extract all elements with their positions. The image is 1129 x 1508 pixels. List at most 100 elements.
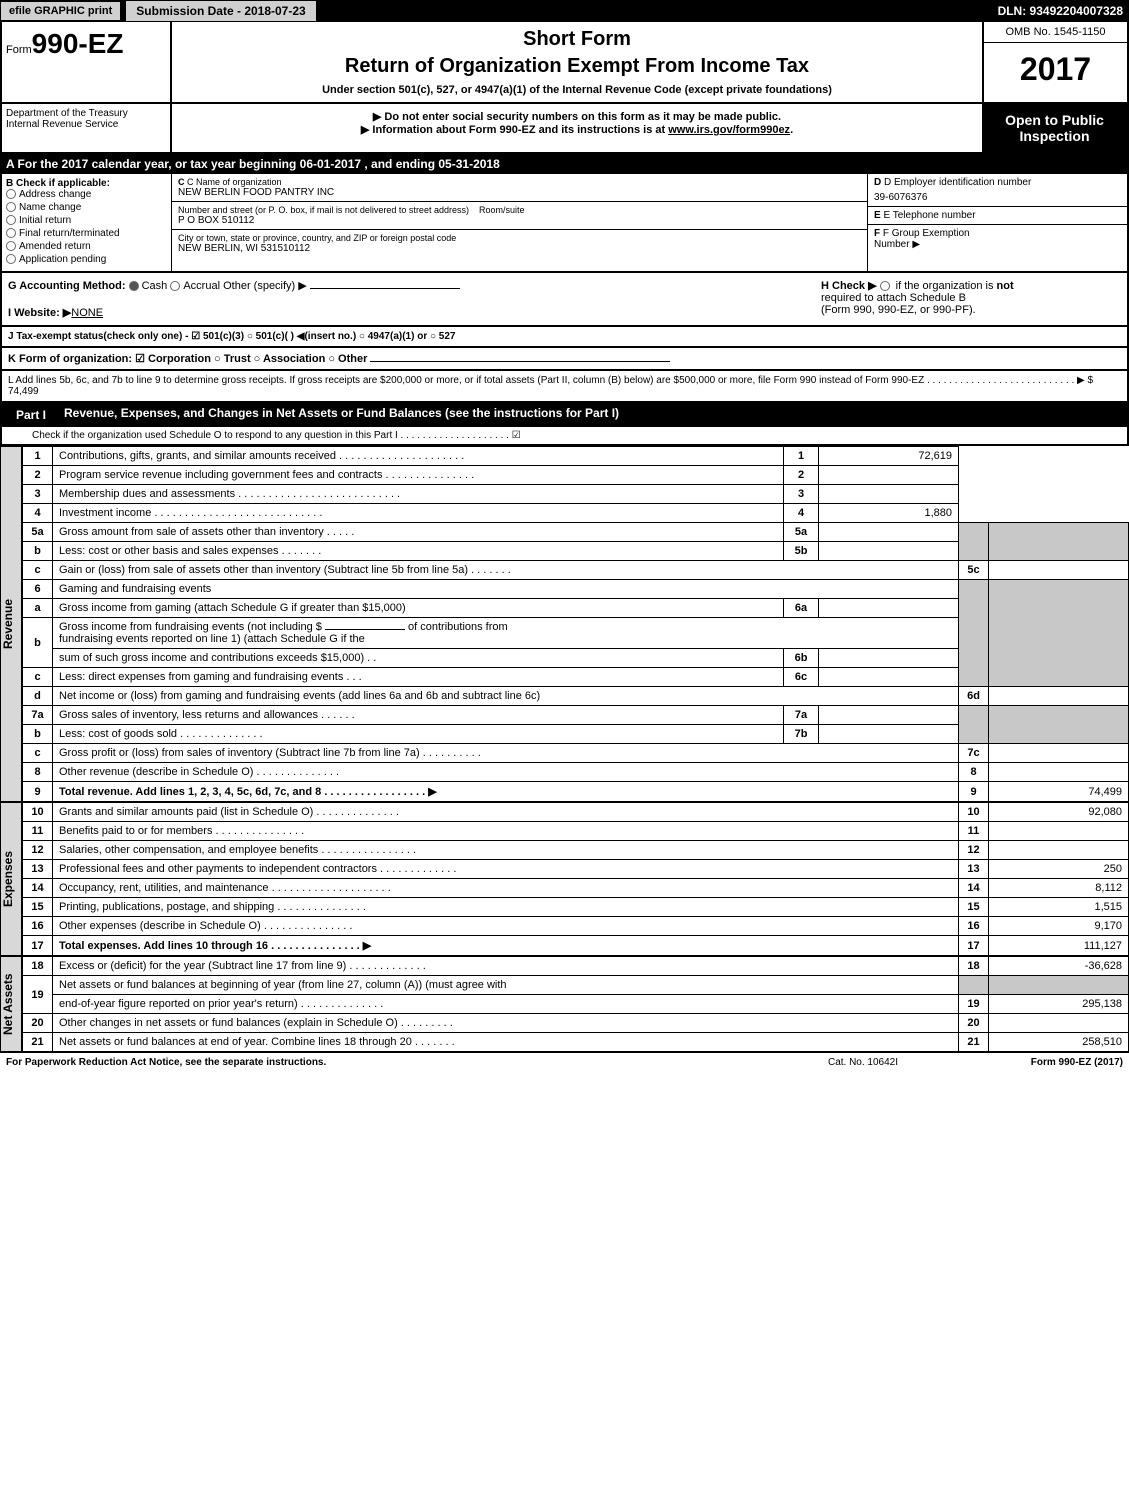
k-other-input[interactable] bbox=[370, 361, 670, 362]
part-1-title: Revenue, Expenses, and Changes in Net As… bbox=[64, 406, 619, 424]
chk-label: Application pending bbox=[19, 254, 106, 265]
line-16: 16Other expenses (describe in Schedule O… bbox=[23, 917, 1129, 936]
line-21: 21Net assets or fund balances at end of … bbox=[23, 1033, 1129, 1052]
dept-box: Department of the Treasury Internal Reve… bbox=[2, 104, 172, 152]
chk-accrual[interactable] bbox=[170, 281, 180, 291]
dept-row: Department of the Treasury Internal Reve… bbox=[0, 104, 1129, 154]
section-bcd: B Check if applicable: Address change Na… bbox=[0, 174, 1129, 273]
chk-name-change[interactable]: Name change bbox=[6, 202, 167, 213]
k-text: K Form of organization: ☑ Corporation ○ … bbox=[8, 353, 367, 365]
irs-link[interactable]: www.irs.gov/form990ez bbox=[668, 124, 790, 136]
omb-number: OMB No. 1545-1150 bbox=[984, 22, 1127, 43]
ein-label: D D Employer identification number bbox=[874, 177, 1121, 188]
website-value: NONE bbox=[71, 307, 103, 319]
chk-label: Initial return bbox=[19, 215, 71, 226]
form-code-box: Form990-EZ bbox=[2, 22, 172, 102]
part-1-header: Part I Revenue, Expenses, and Changes in… bbox=[0, 403, 1129, 427]
chk-schedule-b[interactable] bbox=[880, 281, 890, 291]
city-label: City or town, state or province, country… bbox=[178, 233, 861, 243]
box-k: K Form of organization: ☑ Corporation ○ … bbox=[0, 348, 1129, 371]
org-name-row: C C Name of organization NEW BERLIN FOOD… bbox=[172, 174, 867, 202]
line-a: A For the 2017 calendar year, or tax yea… bbox=[0, 154, 1129, 174]
chk-amended-return[interactable]: Amended return bbox=[6, 241, 167, 252]
netassets-section: Net Assets 18Excess or (deficit) for the… bbox=[0, 956, 1129, 1052]
line-15: 15Printing, publications, postage, and s… bbox=[23, 898, 1129, 917]
org-name: NEW BERLIN FOOD PANTRY INC bbox=[178, 187, 861, 198]
box-j: J Tax-exempt status(check only one) - ☑ … bbox=[0, 327, 1129, 348]
notice-box: ▶ Do not enter social security numbers o… bbox=[172, 104, 982, 152]
i-label: I Website: ▶ bbox=[8, 307, 71, 319]
line-3: 3Membership dues and assessments . . . .… bbox=[23, 485, 1129, 504]
line-2: 2Program service revenue including gover… bbox=[23, 466, 1129, 485]
top-bar: efile GRAPHIC print Submission Date - 20… bbox=[0, 0, 1129, 22]
contrib-amount-input[interactable] bbox=[325, 629, 405, 630]
chk-final-return[interactable]: Final return/terminated bbox=[6, 228, 167, 239]
line-7c: cGross profit or (loss) from sales of in… bbox=[23, 744, 1129, 763]
gh-row: G Accounting Method: Cash Accrual Other … bbox=[0, 273, 1129, 327]
open-to-public: Open to Public Inspection bbox=[982, 104, 1127, 152]
addr-label: Number and street (or P. O. box, if mail… bbox=[178, 205, 861, 215]
line-19b: end-of-year figure reported on prior yea… bbox=[23, 995, 1129, 1014]
line-12: 12Salaries, other compensation, and empl… bbox=[23, 841, 1129, 860]
j-text: J Tax-exempt status(check only one) - ☑ … bbox=[8, 331, 456, 342]
short-form-title: Short Form bbox=[182, 28, 972, 51]
line-17: 17Total expenses. Add lines 10 through 1… bbox=[23, 936, 1129, 956]
line-1: 1Contributions, gifts, grants, and simil… bbox=[23, 447, 1129, 466]
chk-cash[interactable] bbox=[129, 281, 139, 291]
open-line1: Open to Public bbox=[986, 112, 1123, 128]
line-5a: 5aGross amount from sale of assets other… bbox=[23, 523, 1129, 542]
netassets-side-label: Net Assets bbox=[0, 956, 22, 1052]
h-not: not bbox=[997, 280, 1014, 292]
line-19a: 19Net assets or fund balances at beginni… bbox=[23, 976, 1129, 995]
h-text3: required to attach Schedule B bbox=[821, 292, 1121, 304]
other-label: Other (specify) ▶ bbox=[223, 280, 307, 292]
cash-label: Cash bbox=[142, 280, 168, 292]
line-6d: dNet income or (loss) from gaming and fu… bbox=[23, 687, 1129, 706]
g-label: G Accounting Method: bbox=[8, 280, 126, 292]
org-name-label: C C Name of organization bbox=[178, 177, 861, 187]
title-box: Short Form Return of Organization Exempt… bbox=[172, 22, 982, 102]
main-title: Return of Organization Exempt From Incom… bbox=[182, 55, 972, 78]
netassets-table: 18Excess or (deficit) for the year (Subt… bbox=[22, 956, 1129, 1052]
chk-address-change[interactable]: Address change bbox=[6, 189, 167, 200]
tel-label: E E Telephone number bbox=[874, 210, 1121, 221]
open-line2: Inspection bbox=[986, 128, 1123, 144]
part-1-label: Part I bbox=[8, 406, 54, 424]
chk-label: Amended return bbox=[19, 241, 91, 252]
line-8: 8Other revenue (describe in Schedule O) … bbox=[23, 763, 1129, 782]
box-b-title: B Check if applicable: bbox=[6, 178, 167, 189]
box-g: G Accounting Method: Cash Accrual Other … bbox=[8, 279, 821, 319]
part-1-check: Check if the organization used Schedule … bbox=[0, 427, 1129, 446]
line-18: 18Excess or (deficit) for the year (Subt… bbox=[23, 957, 1129, 976]
expenses-section: Expenses 10Grants and similar amounts pa… bbox=[0, 802, 1129, 956]
box-l: L Add lines 5b, 6c, and 7b to line 9 to … bbox=[0, 371, 1129, 403]
group-label2: Number ▶ bbox=[874, 239, 1121, 250]
line-9: 9Total revenue. Add lines 1, 2, 3, 4, 5c… bbox=[23, 782, 1129, 802]
efile-print-button[interactable]: efile GRAPHIC print bbox=[0, 1, 121, 21]
line-7a: 7aGross sales of inventory, less returns… bbox=[23, 706, 1129, 725]
notice-2: ▶ Information about Form 990-EZ and its … bbox=[178, 123, 976, 136]
line-4: 4Investment income . . . . . . . . . . .… bbox=[23, 504, 1129, 523]
form-prefix: Form bbox=[6, 44, 32, 56]
org-addr-row: Number and street (or P. O. box, if mail… bbox=[172, 202, 867, 230]
org-city: NEW BERLIN, WI 531510112 bbox=[178, 243, 861, 254]
other-specify-input[interactable] bbox=[310, 288, 460, 289]
chk-initial-return[interactable]: Initial return bbox=[6, 215, 167, 226]
org-city-row: City or town, state or province, country… bbox=[172, 230, 867, 257]
tel-row: E E Telephone number bbox=[868, 207, 1127, 225]
line-14: 14Occupancy, rent, utilities, and mainte… bbox=[23, 879, 1129, 898]
form-header: Form990-EZ Short Form Return of Organiza… bbox=[0, 22, 1129, 104]
chk-application-pending[interactable]: Application pending bbox=[6, 254, 167, 265]
ein-value: 39-6076376 bbox=[874, 188, 1121, 203]
line-10: 10Grants and similar amounts paid (list … bbox=[23, 803, 1129, 822]
notice-2-text: ▶ Information about Form 990-EZ and its … bbox=[361, 124, 668, 136]
h-text4: (Form 990, 990-EZ, or 990-PF). bbox=[821, 304, 1121, 316]
line-13: 13Professional fees and other payments t… bbox=[23, 860, 1129, 879]
footer-mid: Cat. No. 10642I bbox=[763, 1057, 963, 1068]
accrual-label: Accrual bbox=[183, 280, 220, 292]
room-label: Room/suite bbox=[479, 205, 525, 215]
form-code: 990-EZ bbox=[32, 28, 124, 59]
chk-label: Address change bbox=[19, 189, 91, 200]
box-h: H Check ▶ if the organization is not req… bbox=[821, 279, 1121, 319]
group-row: F F Group Exemption Number ▶ bbox=[868, 225, 1127, 253]
